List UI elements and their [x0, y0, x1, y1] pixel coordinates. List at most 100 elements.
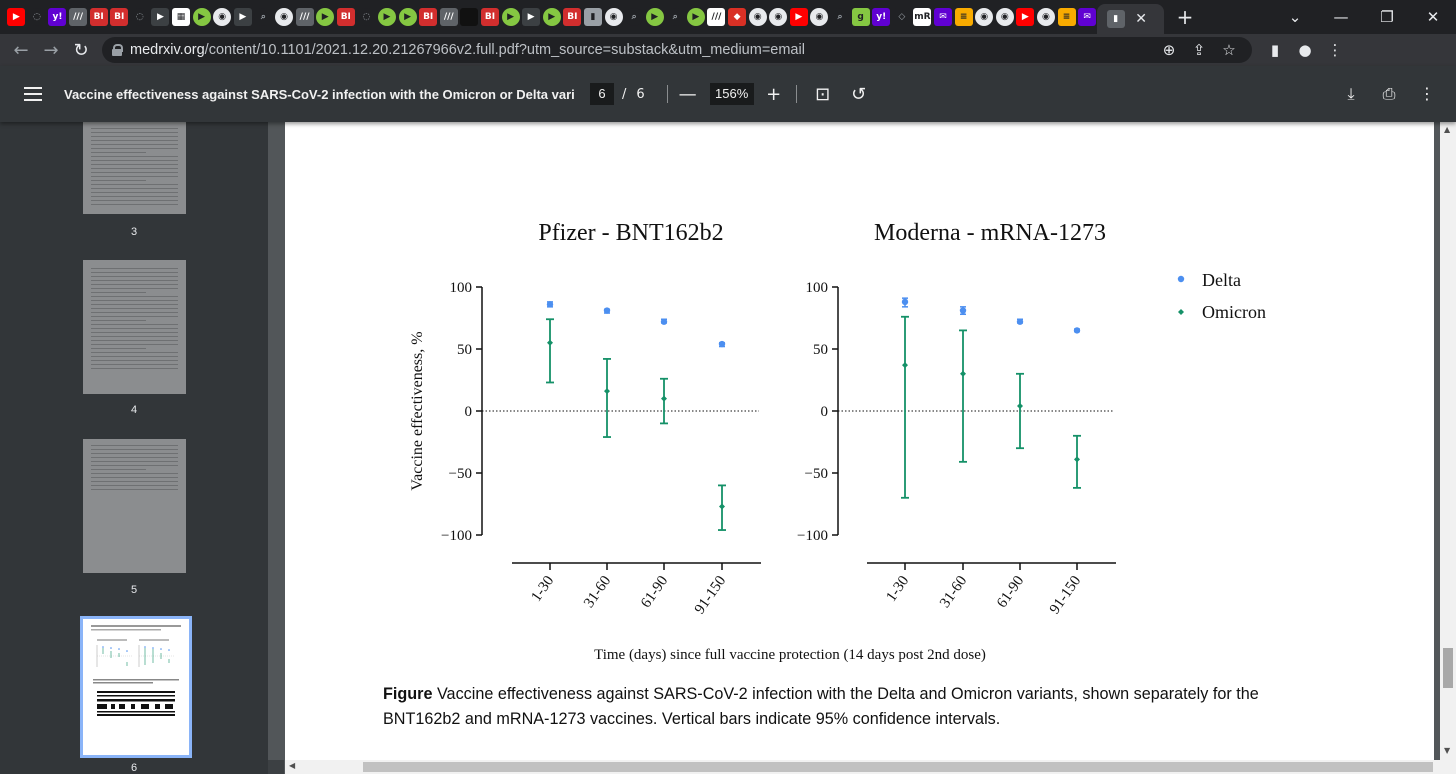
forward-icon[interactable]: →: [43, 39, 59, 61]
vertical-scrollbar-thumb[interactable]: [1443, 648, 1453, 688]
tab-favicon-news-icon[interactable]: ///: [439, 8, 458, 26]
minimize-icon[interactable]: —: [1333, 8, 1349, 26]
tab-favicon-globe-icon[interactable]: ◉: [1036, 8, 1055, 26]
tab-favicon-search-icon[interactable]: ⌕: [254, 8, 273, 26]
tab-favicon-youtube-icon[interactable]: ▶: [789, 8, 808, 26]
tab-favicon-pin-icon[interactable]: ◆: [728, 8, 747, 26]
tab-favicon-globe-icon[interactable]: ◉: [748, 8, 767, 26]
tab-favicon-rumble-icon[interactable]: ▶: [542, 8, 561, 26]
zoom-out-icon[interactable]: —: [678, 83, 697, 105]
tab-favicon-mr-icon[interactable]: mR: [913, 8, 932, 26]
tab-favicon-globe-icon[interactable]: ◉: [769, 8, 788, 26]
tab-favicon-yahoo-icon[interactable]: y!: [872, 8, 891, 26]
thumbnail-page-4[interactable]: [83, 260, 186, 394]
close-tab-icon[interactable]: ✕: [1135, 11, 1147, 27]
bookmark-star-icon[interactable]: ☆: [1222, 41, 1236, 59]
tab-favicon-bars-icon[interactable]: ≡: [1057, 8, 1076, 26]
tab-favicon-arrow-icon[interactable]: ▶: [233, 8, 252, 26]
tab-favicon-globe-icon[interactable]: ◉: [975, 8, 994, 26]
tab-favicon-bi-icon[interactable]: BI: [563, 8, 582, 26]
tab-favicon-arrow-icon[interactable]: ▶: [522, 8, 541, 26]
tab-favicon-g-icon[interactable]: g: [851, 8, 870, 26]
tab-favicon-rumble-icon[interactable]: ▶: [316, 8, 335, 26]
side-panel-icon[interactable]: ▮: [1270, 41, 1280, 59]
tab-favicon-bi-icon[interactable]: BI: [110, 8, 129, 26]
active-tab[interactable]: ▮ ✕: [1097, 4, 1165, 34]
close-window-icon[interactable]: ✕: [1426, 8, 1440, 26]
tab-favicon-rumble-icon[interactable]: ▶: [192, 8, 211, 26]
scroll-up-icon[interactable]: ▲: [1444, 125, 1451, 134]
scroll-down-icon[interactable]: ▼: [1444, 746, 1451, 755]
tab-favicon-dark-icon[interactable]: [460, 8, 479, 26]
back-icon[interactable]: ←: [13, 39, 29, 61]
thumbnail-page-3[interactable]: [83, 122, 186, 214]
share-icon[interactable]: ⇪: [1192, 41, 1206, 59]
sidebar-menu-icon[interactable]: [24, 87, 42, 101]
lock-icon[interactable]: [112, 44, 123, 56]
tab-favicon-youtube-icon[interactable]: ▶: [1016, 8, 1035, 26]
thumbnail-text-line: [91, 308, 178, 309]
tab-favicon-shield-icon[interactable]: ◌: [130, 8, 149, 26]
tab-favicon-youtube-icon[interactable]: ▶: [7, 8, 26, 26]
thumbnail-text-line: [91, 160, 178, 161]
reload-icon[interactable]: ↻: [73, 39, 89, 61]
tab-favicon-rumble-icon[interactable]: ▶: [398, 8, 417, 26]
new-tab-button[interactable]: +: [1176, 5, 1194, 29]
tab-favicon-yahoo-icon[interactable]: y!: [48, 8, 67, 26]
restore-icon[interactable]: ❐: [1380, 8, 1394, 26]
vertical-scrollbar[interactable]: ▲ ▼: [1440, 122, 1456, 760]
download-icon[interactable]: ⤓: [1347, 84, 1355, 103]
tab-favicon-bars-icon[interactable]: ≡: [954, 8, 973, 26]
tab-favicon-globe-icon[interactable]: ◉: [810, 8, 829, 26]
tab-favicon-search-icon[interactable]: ⌕: [625, 8, 644, 26]
thumbnail-page-6[interactable]: [80, 616, 192, 758]
zoom-icon[interactable]: ⊕: [1162, 41, 1176, 59]
delta-point: [1016, 318, 1024, 325]
tab-favicon-bi-icon[interactable]: BI: [336, 8, 355, 26]
address-bar[interactable]: medrxiv.org/content/10.1101/2021.12.20.2…: [102, 37, 1252, 63]
tab-favicon-search-icon[interactable]: ⌕: [831, 8, 850, 26]
tab-favicon-mic-icon[interactable]: ▮: [583, 8, 602, 26]
tab-favicon-mail-icon[interactable]: ✉: [1078, 8, 1097, 26]
fit-page-icon[interactable]: ⊡: [815, 83, 831, 105]
url-text[interactable]: medrxiv.org/content/10.1101/2021.12.20.2…: [130, 42, 805, 58]
tab-favicon-globe-icon[interactable]: ◉: [995, 8, 1014, 26]
tab-favicon-shield-icon[interactable]: ◌: [27, 8, 46, 26]
tab-favicon-shield-icon[interactable]: ◌: [357, 8, 376, 26]
tab-favicon-news-icon[interactable]: ///: [707, 8, 726, 26]
page-number-input[interactable]: 6: [590, 83, 614, 105]
tab-favicon-bi-icon[interactable]: BI: [419, 8, 438, 26]
print-icon[interactable]: ⎙: [1382, 84, 1396, 103]
tab-favicon-diamond-icon[interactable]: ◇: [892, 8, 911, 26]
more-actions-icon[interactable]: ⋮: [1419, 84, 1435, 103]
tab-favicon-rumble-icon[interactable]: ▶: [645, 8, 664, 26]
caption-text: Vaccine effectiveness against SARS-CoV-2…: [383, 685, 1259, 728]
tab-favicon-globe-icon[interactable]: ◉: [275, 8, 294, 26]
profile-avatar-icon[interactable]: ●: [1298, 41, 1312, 59]
delta-point: [660, 318, 668, 325]
tab-favicon-rumble-icon[interactable]: ▶: [377, 8, 396, 26]
tab-favicon-arrow-icon[interactable]: ▶: [151, 8, 170, 26]
tab-favicon-search-icon[interactable]: ⌕: [666, 8, 685, 26]
omicron-point: [902, 362, 908, 369]
tab-favicon-mail-icon[interactable]: ✉: [934, 8, 953, 26]
tab-favicon-news-icon[interactable]: ///: [295, 8, 314, 26]
tab-favicon-bi-icon[interactable]: BI: [89, 8, 108, 26]
zoom-level-input[interactable]: 156%: [709, 83, 754, 105]
tab-search-icon[interactable]: ⌄: [1288, 8, 1302, 26]
thumbnail-page-5[interactable]: [83, 439, 186, 573]
horizontal-scrollbar-thumb[interactable]: [363, 762, 1433, 772]
tab-favicon-globe-icon[interactable]: ◉: [604, 8, 623, 26]
tab-favicon-globe-icon[interactable]: ◉: [213, 8, 232, 26]
tab-favicon-grid-icon[interactable]: ▦: [172, 8, 191, 26]
rotate-icon[interactable]: ↺: [851, 83, 867, 105]
thumbnail-text-line: [91, 481, 178, 482]
browser-menu-icon[interactable]: ⋮: [1327, 41, 1343, 59]
tab-favicon-bi-icon[interactable]: BI: [480, 8, 499, 26]
scroll-left-icon[interactable]: ◀: [289, 761, 296, 770]
tab-favicon-rumble-icon[interactable]: ▶: [686, 8, 705, 26]
horizontal-scrollbar[interactable]: ◀: [285, 760, 1456, 774]
tab-favicon-rumble-icon[interactable]: ▶: [501, 8, 520, 26]
tab-favicon-news-icon[interactable]: ///: [69, 8, 88, 26]
zoom-in-icon[interactable]: +: [766, 83, 782, 105]
